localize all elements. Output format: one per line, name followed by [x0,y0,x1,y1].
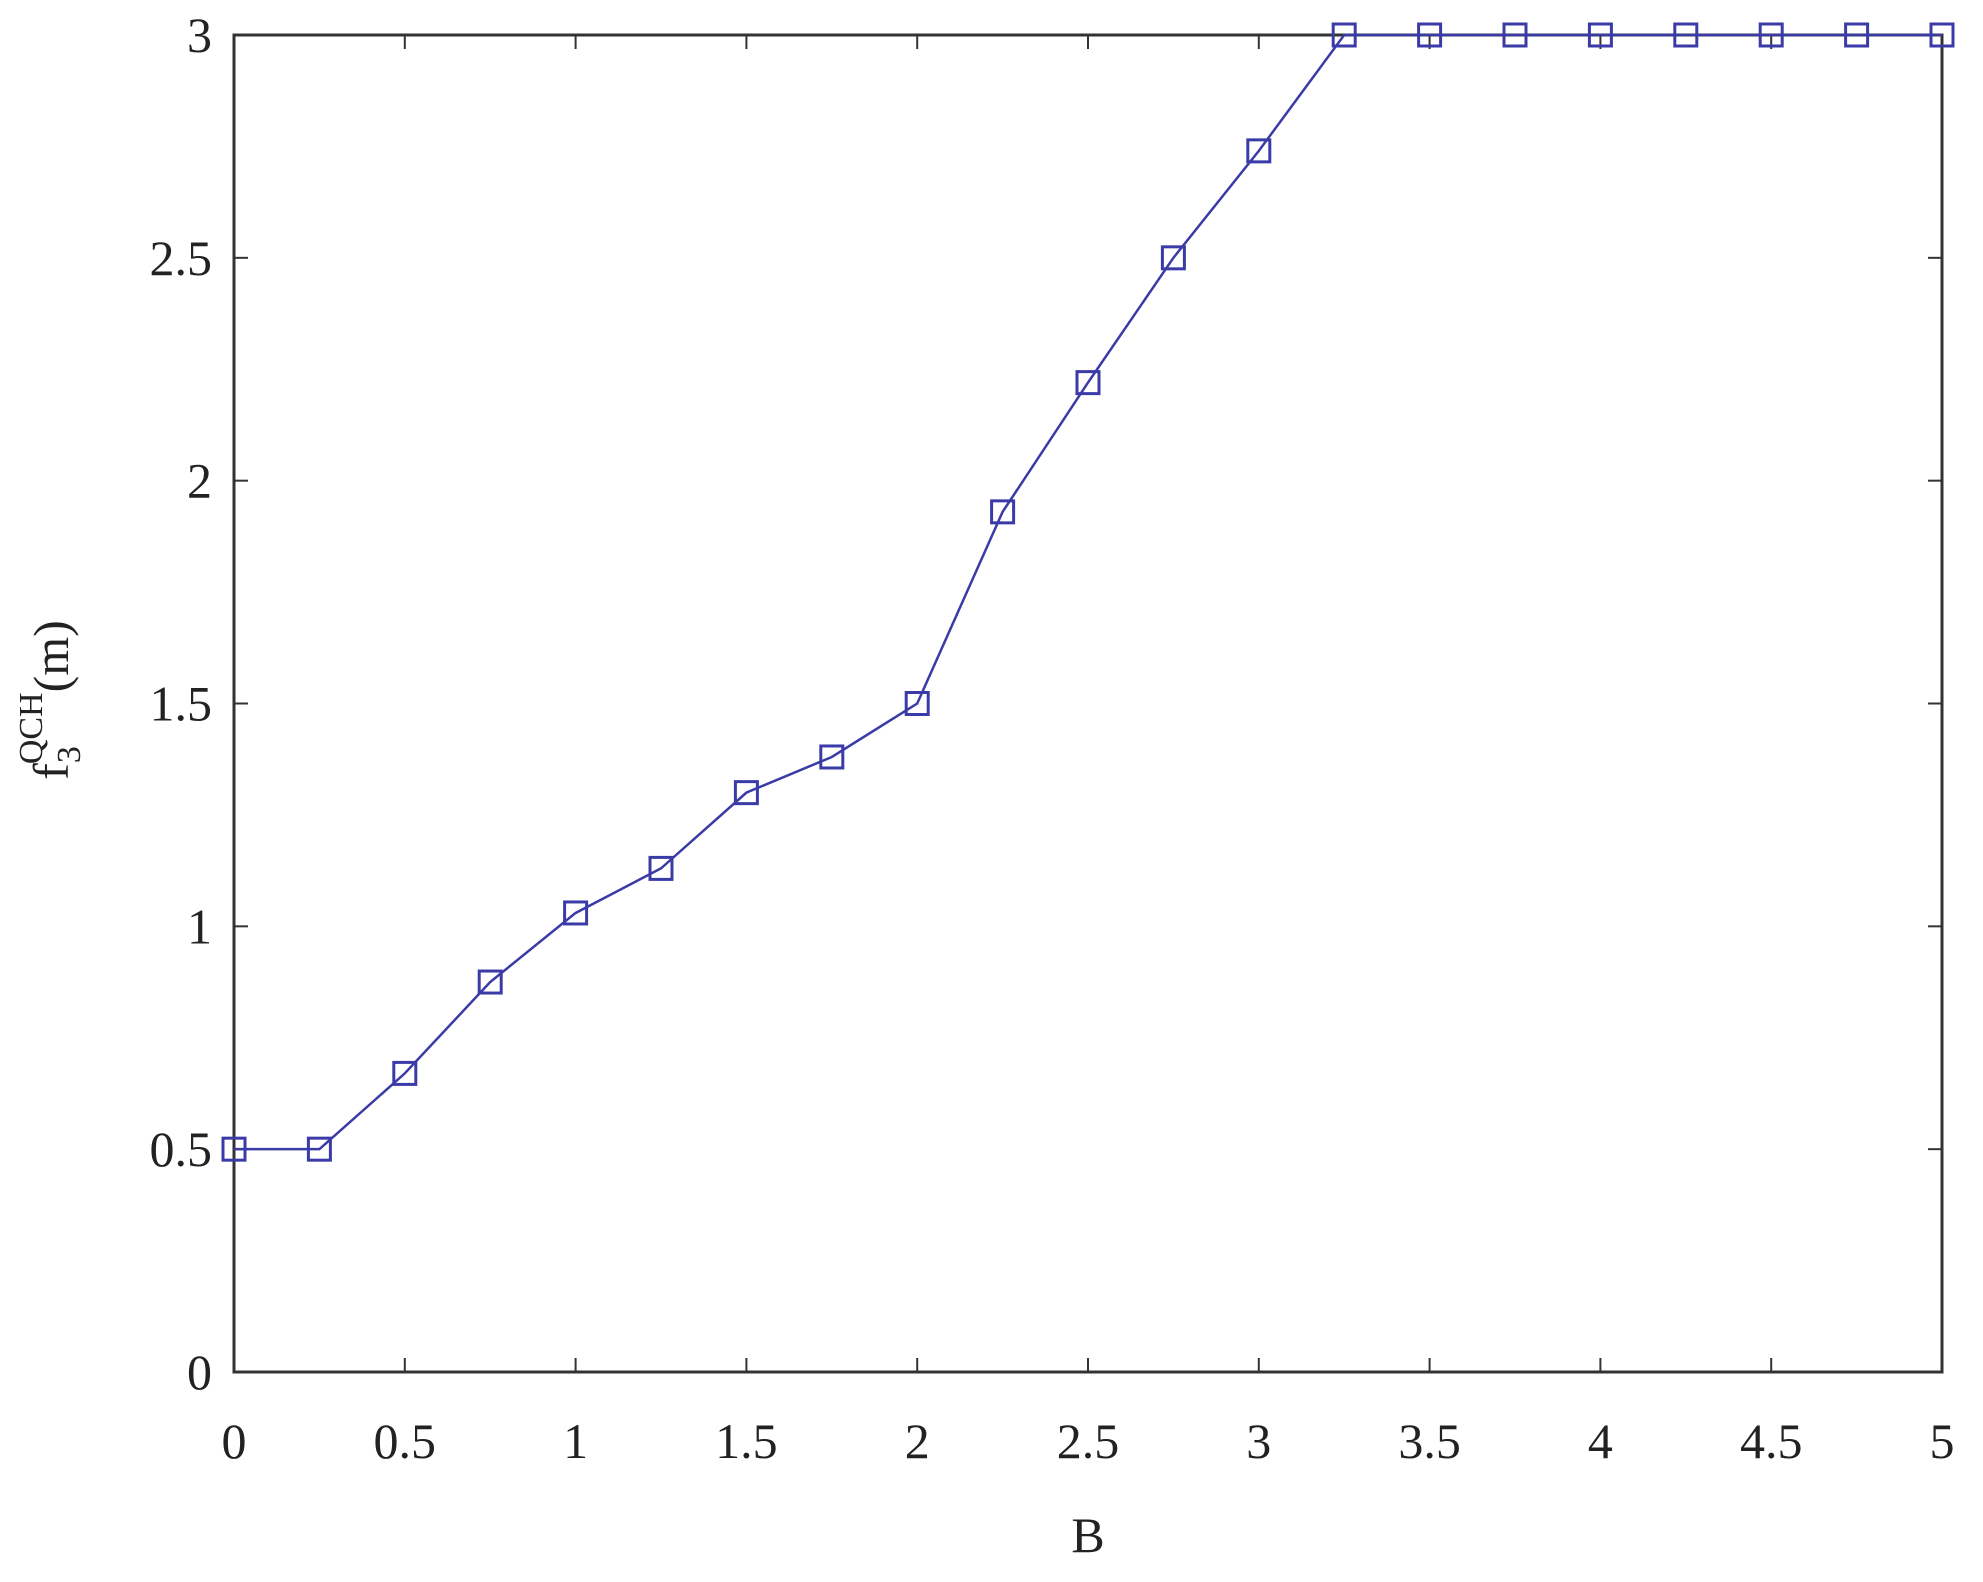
y-label-subscript: 3 [51,746,88,763]
y-label-superscript: QCH [13,692,50,764]
x-tick-label: 2.5 [1057,1413,1120,1469]
data-point [1502,22,1528,48]
y-label-unit: (m) [23,620,79,692]
y-tick-label: 3 [187,7,212,63]
data-point [1075,370,1101,396]
y-tick-label: 2 [187,453,212,509]
x-axis-label: B [1071,1507,1104,1563]
data-point [477,969,503,995]
data-point [990,499,1016,525]
x-tick-label: 3 [1246,1413,1271,1469]
y-axis-label: f3QCH(m) [13,620,88,780]
x-tick-label: 2 [905,1413,930,1469]
data-point [1587,22,1613,48]
data-line [234,33,1942,1151]
y-tick-label: 0 [187,1344,212,1400]
data-point [648,855,674,881]
y-tick-label: 0.5 [150,1121,213,1177]
data-point [306,1136,332,1162]
plot-frame [232,33,1944,1374]
x-tick-label: 4.5 [1740,1413,1803,1469]
x-tick-label: 0 [222,1413,247,1469]
data-point [1758,22,1784,48]
y-tick-label: 1.5 [150,676,213,732]
y-label-main: f [23,763,79,780]
y-tick-label: 2.5 [150,230,213,286]
x-tick-label: 4 [1588,1413,1613,1469]
data-point [221,1136,247,1162]
data-point [1844,22,1870,48]
data-point [904,691,930,716]
data-point [563,900,589,926]
x-tick-label: 1 [563,1413,588,1469]
data-point [1246,138,1272,164]
x-tick-label: 3.5 [1398,1413,1461,1469]
x-tick-label: 5 [1930,1413,1955,1469]
data-point [1929,22,1955,48]
data-point [733,780,759,806]
x-tick-label: 1.5 [715,1413,778,1469]
data-point [1331,22,1357,48]
y-tick-label: 1 [187,898,212,954]
data-point [1417,22,1443,48]
x-tick-label: 0.5 [374,1413,437,1469]
data-point [1160,245,1186,271]
data-point [392,1060,418,1086]
data-point [1673,22,1699,48]
data-point [819,744,845,770]
